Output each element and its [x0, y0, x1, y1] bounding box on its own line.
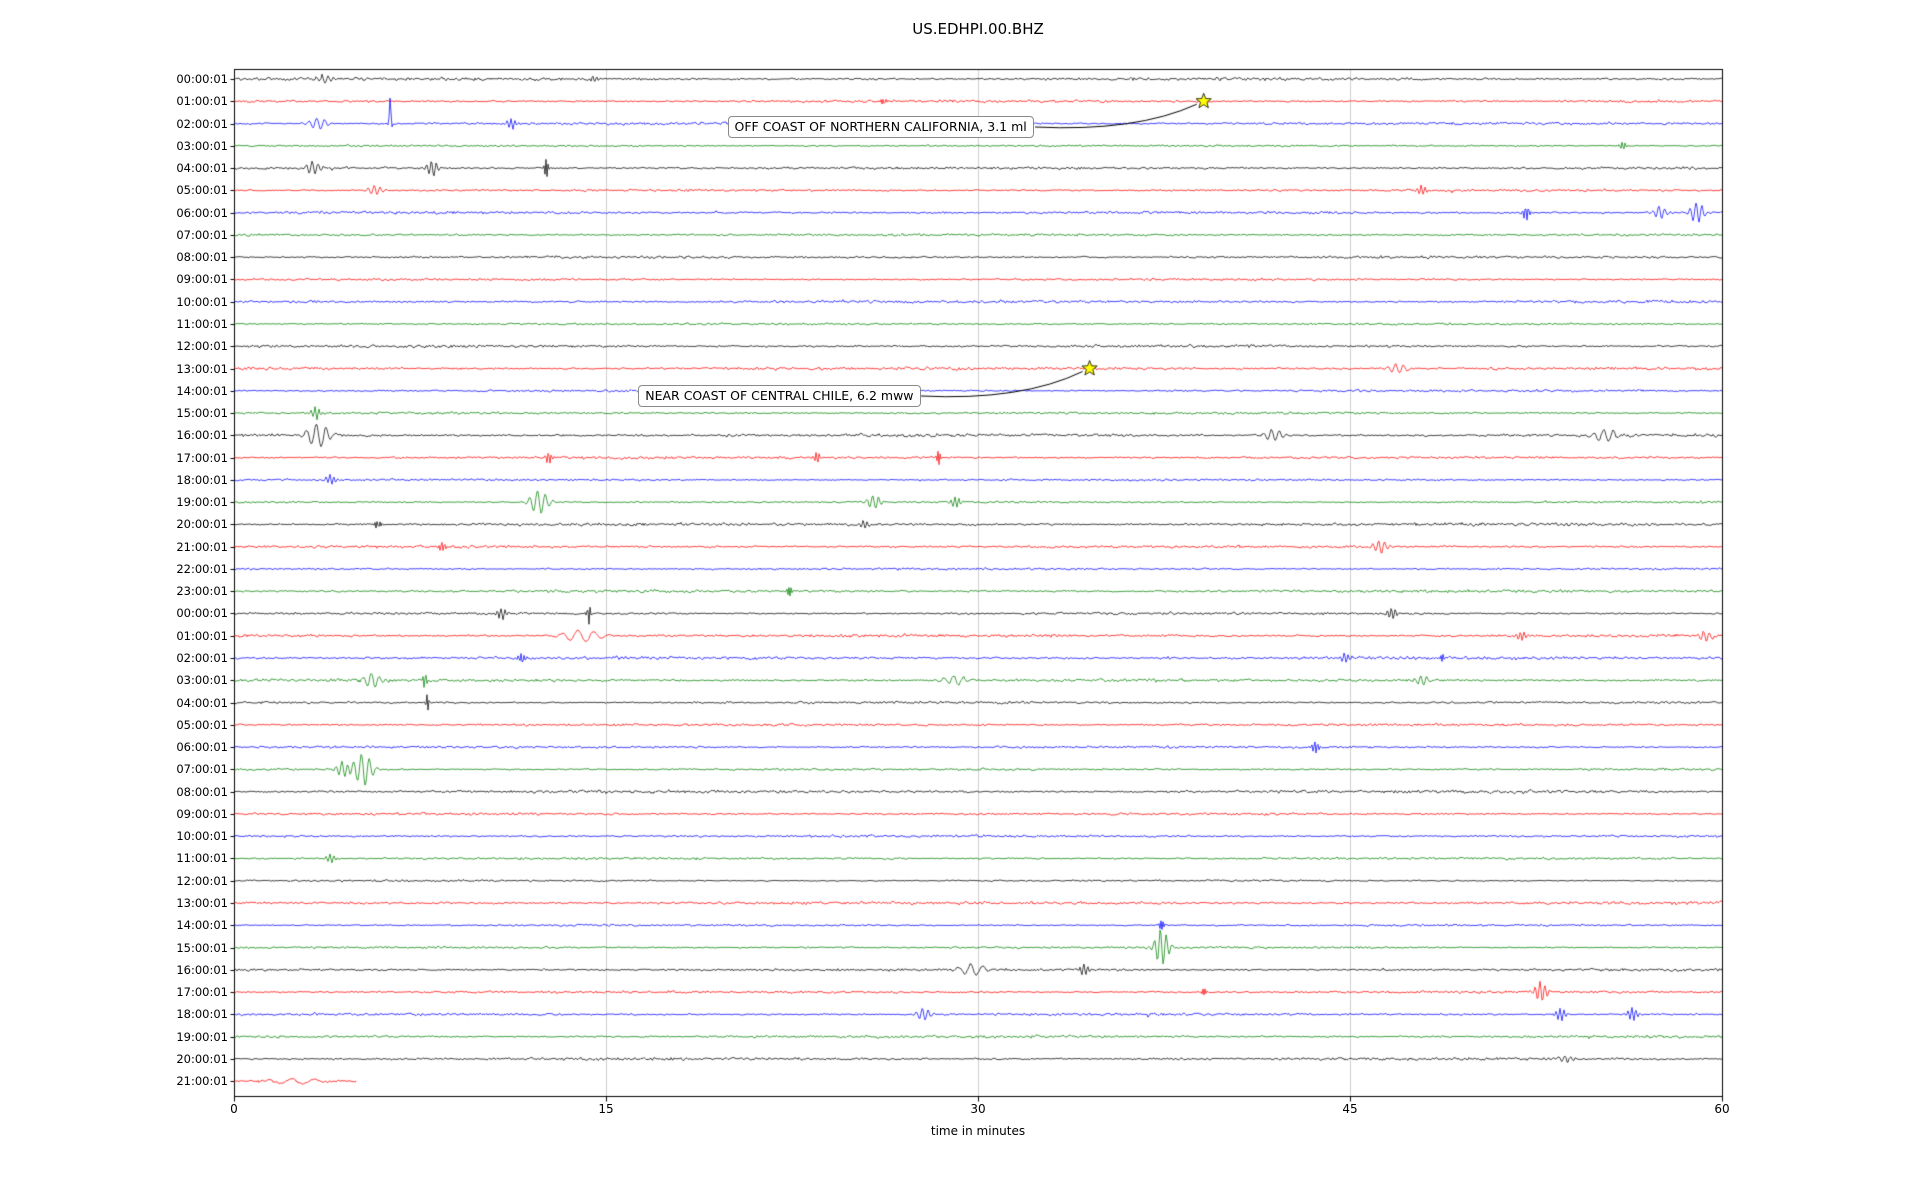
- row-time-label: 21:00:01: [176, 1074, 228, 1089]
- row-time-label: 15:00:01: [176, 406, 228, 421]
- event-annotation: NEAR COAST OF CENTRAL CHILE, 6.2 mww: [638, 385, 921, 408]
- row-time-label: 23:00:01: [176, 584, 228, 599]
- row-time-label: 09:00:01: [176, 272, 228, 287]
- row-time-label: 20:00:01: [176, 1051, 228, 1066]
- chart-title: US.EDHPI.00.BHZ: [912, 20, 1044, 38]
- row-time-label: 09:00:01: [176, 806, 228, 821]
- row-time-label: 18:00:01: [176, 472, 228, 487]
- row-time-label: 06:00:01: [176, 205, 228, 220]
- x-tick-label: 15: [598, 1102, 614, 1116]
- row-time-label: 19:00:01: [176, 495, 228, 510]
- row-time-label: 19:00:01: [176, 1029, 228, 1044]
- row-time-label: 05:00:01: [176, 183, 228, 198]
- row-time-label: 11:00:01: [176, 316, 228, 331]
- row-time-label: 11:00:01: [176, 851, 228, 866]
- row-time-label: 16:00:01: [176, 428, 228, 443]
- row-time-label: 01:00:01: [176, 628, 228, 643]
- row-time-label: 10:00:01: [176, 294, 228, 309]
- row-time-label: 04:00:01: [176, 695, 228, 710]
- row-time-label: 12:00:01: [176, 873, 228, 888]
- event-annotation: OFF COAST OF NORTHERN CALIFORNIA, 3.1 ml: [727, 115, 1034, 138]
- row-time-label: 06:00:01: [176, 740, 228, 755]
- row-time-label: 18:00:01: [176, 1007, 228, 1022]
- row-time-label: 13:00:01: [176, 895, 228, 910]
- row-time-label: 02:00:01: [176, 651, 228, 666]
- row-time-label: 16:00:01: [176, 962, 228, 977]
- row-time-label: 13:00:01: [176, 361, 228, 376]
- x-tick-label: 0: [230, 1102, 238, 1116]
- row-time-label: 22:00:01: [176, 561, 228, 576]
- row-time-label: 00:00:01: [176, 606, 228, 621]
- row-time-label: 02:00:01: [176, 116, 228, 131]
- row-time-label: 14:00:01: [176, 383, 228, 398]
- row-time-label: 00:00:01: [176, 72, 228, 86]
- row-time-label: 17:00:01: [176, 985, 228, 1000]
- x-tick-label: 30: [970, 1102, 986, 1116]
- row-time-label: 08:00:01: [176, 784, 228, 799]
- row-time-label: 20:00:01: [176, 517, 228, 532]
- row-time-label: 17:00:01: [176, 450, 228, 465]
- row-time-label: 04:00:01: [176, 161, 228, 176]
- row-time-label: 21:00:01: [176, 539, 228, 554]
- row-time-label: 01:00:01: [176, 94, 228, 109]
- x-axis-label: time in minutes: [930, 1124, 1026, 1138]
- row-time-label: 08:00:01: [176, 250, 228, 265]
- row-time-label: 05:00:01: [176, 717, 228, 732]
- row-time-label: 12:00:01: [176, 339, 228, 354]
- row-time-label: 14:00:01: [176, 918, 228, 933]
- row-time-label: 15:00:01: [176, 940, 228, 955]
- row-time-label: 10:00:01: [176, 829, 228, 844]
- row-time-label: 07:00:01: [176, 227, 228, 242]
- row-time-label: 03:00:01: [176, 138, 228, 153]
- row-time-label: 03:00:01: [176, 673, 228, 688]
- x-tick-label: 60: [1714, 1102, 1730, 1116]
- row-time-label: 07:00:01: [176, 762, 228, 777]
- x-tick-label: 45: [1342, 1102, 1358, 1116]
